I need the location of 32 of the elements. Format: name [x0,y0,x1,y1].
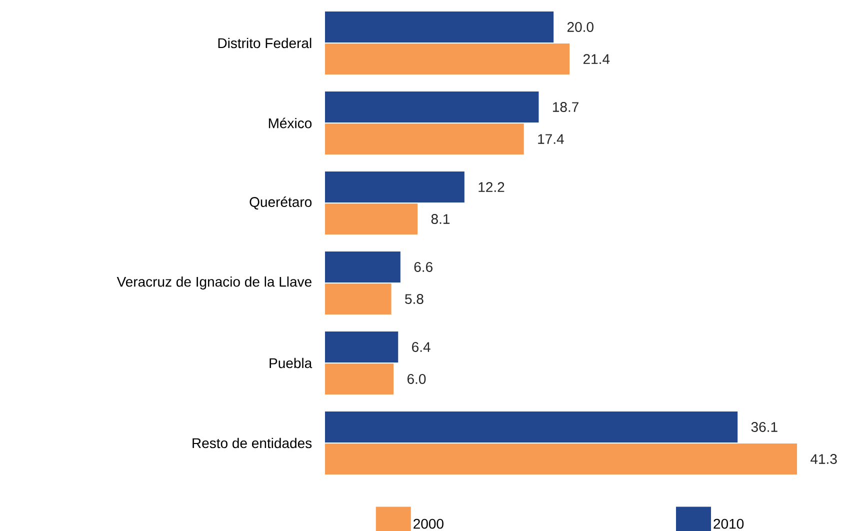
bar [325,92,539,123]
data-label: 6.6 [414,262,432,272]
data-label: 17.4 [538,134,564,144]
bar [325,332,398,363]
data-label: 36.1 [751,422,778,432]
y-tick-label: Distrito Federal [218,38,312,48]
data-label: 6.0 [407,374,426,384]
data-label: 21.4 [583,54,610,64]
legend-label: 2000 [414,518,444,529]
bar [325,444,798,475]
bar [325,44,570,75]
bar [325,172,464,203]
bar [325,12,554,43]
bar [325,252,400,283]
data-label: 5.8 [405,294,424,304]
y-tick-label: Querétaro [250,196,312,210]
bar [325,204,418,235]
bar [325,124,524,155]
y-tick-label: Resto de entidades [192,438,312,448]
data-label: 18.7 [552,102,578,112]
y-tick-label: Puebla [270,358,312,368]
data-label: 41.3 [810,454,837,464]
y-tick-label: México [268,118,312,128]
legend-label: 2010 [714,518,744,529]
data-label: 6.4 [412,342,430,352]
data-label: 8.1 [431,214,450,224]
y-tick-label: Veracruz de Ignacio de la Llave [116,276,312,290]
data-label: 12.2 [478,182,504,192]
bar [325,284,392,315]
data-label: 20.0 [567,22,594,32]
bar [325,412,738,443]
bar [325,364,394,395]
